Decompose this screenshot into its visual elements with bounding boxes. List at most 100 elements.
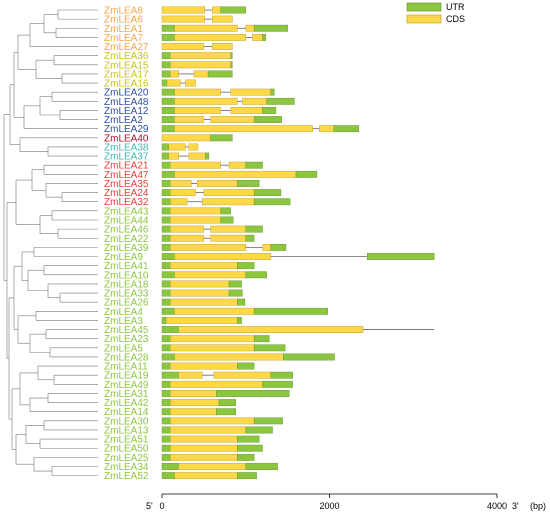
cds-segment	[170, 380, 263, 388]
cds-segment	[170, 52, 231, 60]
gene-label: ZmLEA21	[104, 161, 149, 172]
gene-label: ZmLEA32	[104, 197, 149, 208]
axis-unit-label: (bp)	[530, 501, 546, 511]
gene-structure-row	[161, 70, 233, 78]
utr-segment	[161, 435, 171, 443]
cds-segment	[178, 326, 364, 333]
cds-segment	[170, 390, 217, 397]
cds-segment	[174, 472, 238, 480]
cds-segment	[170, 216, 221, 224]
legend-cds-label: CDS	[446, 14, 465, 24]
cds-segment	[188, 143, 199, 151]
utr-segment	[161, 116, 175, 123]
utr-segment	[161, 326, 179, 333]
gene-structure-row	[161, 97, 295, 105]
utr-segment	[270, 371, 293, 379]
cds-segment	[170, 444, 238, 452]
gene-label: ZmLEA49	[104, 380, 149, 391]
utr-segment	[245, 271, 267, 279]
utr-segment	[237, 362, 255, 370]
axis-tick-label: 2000	[319, 501, 339, 511]
utr-segment	[237, 444, 263, 452]
gene-structure-row	[161, 326, 435, 333]
cds-segment	[174, 307, 255, 315]
cds-segment	[170, 453, 238, 461]
phylogenetic-tree	[3, 9, 98, 476]
cds-segment	[170, 298, 238, 306]
cds-segment	[170, 189, 196, 196]
cds-segment	[203, 189, 255, 196]
cds-segment	[185, 79, 196, 87]
utr-segment	[253, 307, 329, 315]
gene-label: ZmLEA18	[104, 279, 149, 290]
axis-start-label: 5'	[146, 501, 153, 511]
gene-structure-row	[161, 79, 196, 87]
gene-label: ZmLEA11	[104, 362, 148, 373]
gene-labels: ZmLEA8ZmLEA6ZmLEA1ZmLEA7ZmLEA27ZmLEA36Zm…	[104, 6, 149, 483]
cds-segment	[161, 15, 205, 23]
utr-segment	[161, 271, 175, 279]
cds-segment	[193, 70, 209, 78]
axis-tick-label: 0	[159, 501, 164, 511]
utr-segment	[161, 408, 171, 416]
utr-segment	[245, 161, 263, 169]
utr-segment	[210, 134, 233, 142]
utr-segment	[237, 453, 255, 461]
cds-segment	[168, 143, 186, 151]
gene-structure-row	[161, 6, 246, 14]
gene-structure-row	[161, 189, 282, 196]
cds-segment	[170, 262, 238, 270]
utr-segment	[237, 298, 246, 306]
gene-structure-row	[161, 362, 255, 370]
gene-label: ZmLEA19	[104, 371, 149, 382]
utr-segment	[161, 444, 171, 452]
gene-structure-row	[161, 280, 242, 288]
cds-segment	[174, 97, 238, 105]
gene-label: ZmLEA40	[104, 133, 149, 144]
utr-segment	[266, 97, 295, 105]
cds-segment	[161, 6, 205, 14]
gene-structure-row	[161, 399, 236, 406]
gene-label: ZmLEA22	[104, 234, 149, 245]
gene-label: ZmLEA48	[104, 97, 149, 108]
cds-segment	[170, 198, 188, 206]
gene-label: ZmLEA8	[104, 6, 143, 17]
gene-label: ZmLEA27	[104, 42, 149, 53]
cds-segment	[174, 271, 246, 279]
cds-segment	[210, 225, 246, 233]
cds-segment	[319, 125, 334, 133]
cds-segment	[228, 161, 246, 169]
cds-segment	[166, 79, 181, 87]
cds-segment	[170, 161, 221, 169]
utr-segment	[237, 180, 260, 187]
cds-segment	[170, 435, 238, 443]
utr-segment	[283, 353, 335, 361]
cds-segment	[170, 207, 221, 215]
gene-label: ZmLEA28	[104, 352, 149, 363]
utr-segment	[161, 317, 167, 324]
utr-segment	[253, 189, 282, 196]
utr-segment	[161, 24, 175, 32]
gene-label: ZmLEA25	[104, 453, 149, 464]
cds-segment	[170, 180, 192, 187]
axis-tick-label: 4000	[487, 501, 507, 511]
utr-segment	[245, 463, 278, 470]
cds-segment	[170, 61, 231, 69]
gene-structure-row	[161, 207, 231, 215]
utr-segment	[270, 243, 287, 251]
gene-structure-row	[161, 444, 263, 452]
gene-structure-row	[161, 426, 273, 434]
utr-segment	[253, 344, 286, 352]
utr-segment	[262, 107, 277, 114]
cds-segment	[196, 180, 238, 187]
cds-segment	[201, 198, 255, 206]
gene-label: ZmLEA30	[104, 416, 149, 427]
utr-segment	[161, 371, 179, 379]
utr-segment	[161, 380, 171, 388]
cds-segment	[174, 33, 246, 41]
utr-segment	[161, 225, 171, 233]
gene-structure-row	[161, 134, 233, 142]
gene-label: ZmLEA45	[104, 325, 149, 336]
gene-label: ZmLEA35	[104, 179, 149, 190]
cds-segment	[170, 225, 205, 233]
